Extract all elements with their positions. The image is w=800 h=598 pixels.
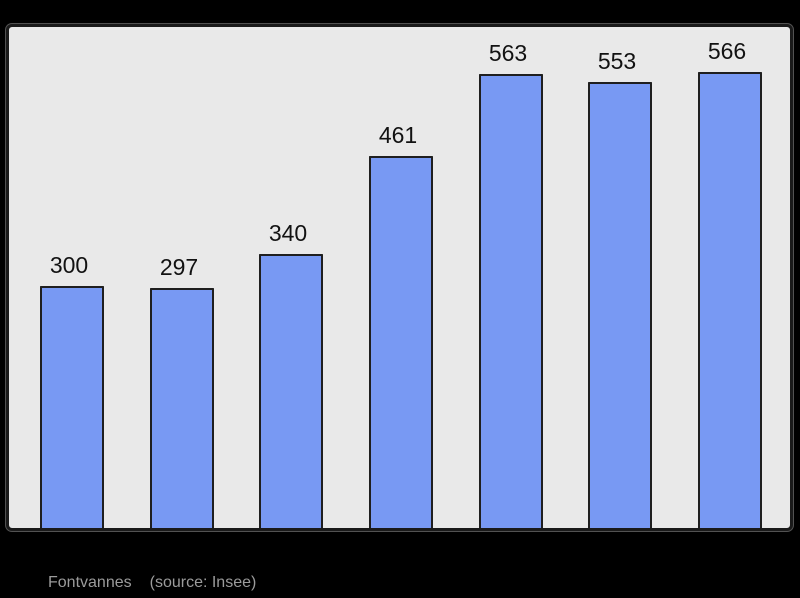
bar-value-label: 300	[49, 252, 89, 278]
bar	[259, 254, 323, 528]
bar-value-label: 563	[488, 40, 528, 66]
bar	[698, 72, 762, 528]
bar-value-label: 553	[597, 48, 637, 74]
bar	[588, 82, 652, 528]
commune-name: Fontvannes	[48, 574, 132, 591]
bar-value-label: 461	[378, 122, 418, 148]
population-bar-chart: 300 297 340 461 563 553 566	[6, 24, 793, 531]
plot-area: 300 297 340 461 563 553 566	[9, 27, 790, 528]
bar	[479, 74, 543, 528]
bar-value-label: 566	[707, 38, 747, 64]
bar	[369, 156, 433, 528]
bar-value-label: 340	[268, 220, 308, 246]
bar-value-label: 297	[159, 254, 199, 280]
source-note: (source: Insee)	[149, 574, 257, 591]
bar	[40, 286, 104, 528]
chart-footer: Fontvannes (source: Insee)	[48, 573, 256, 592]
bar	[150, 288, 214, 528]
